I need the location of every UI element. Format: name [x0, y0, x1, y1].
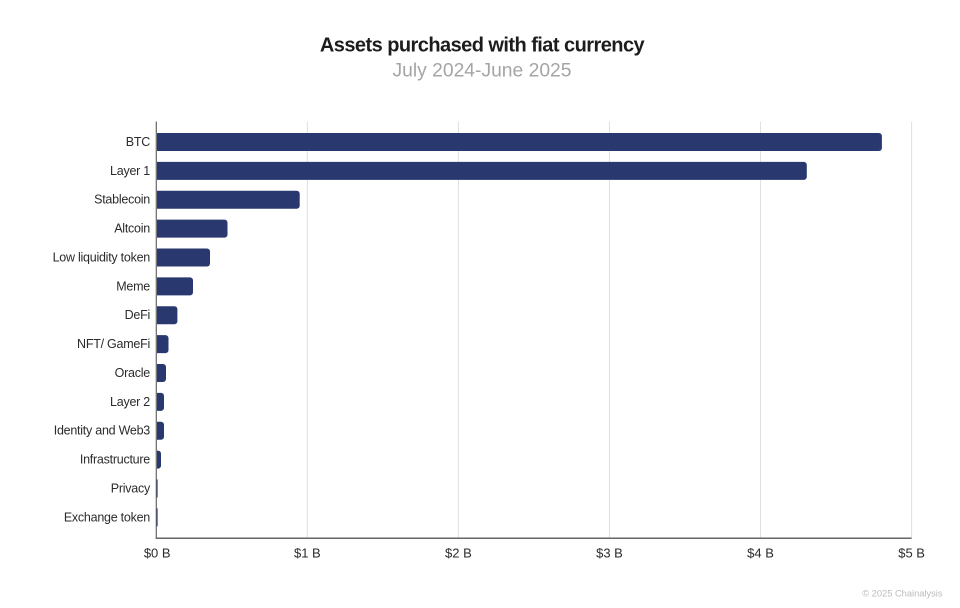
svg-text:$3 B: $3 B — [596, 546, 623, 561]
svg-text:Exchange token: Exchange token — [64, 510, 150, 524]
svg-text:$4 B: $4 B — [747, 546, 774, 561]
svg-text:July 2024-June 2025: July 2024-June 2025 — [392, 61, 571, 82]
svg-text:Altcoin: Altcoin — [114, 222, 150, 236]
svg-text:Infrastructure: Infrastructure — [80, 453, 150, 467]
svg-text:DeFi: DeFi — [125, 308, 150, 322]
svg-text:Identity and Web3: Identity and Web3 — [54, 424, 151, 438]
svg-text:Stablecoin: Stablecoin — [94, 193, 150, 207]
svg-text:Layer 2: Layer 2 — [110, 395, 150, 409]
svg-text:Privacy: Privacy — [111, 481, 151, 495]
svg-text:$1 B: $1 B — [294, 546, 321, 561]
svg-text:© 2025 Chainalysis: © 2025 Chainalysis — [862, 589, 943, 599]
svg-text:$2 B: $2 B — [445, 546, 472, 561]
svg-text:Assets purchased with fiat cur: Assets purchased with fiat currency — [320, 35, 646, 57]
svg-text:$0 B: $0 B — [144, 546, 171, 561]
svg-text:NFT/ GameFi: NFT/ GameFi — [77, 337, 150, 351]
svg-text:Oracle: Oracle — [115, 366, 151, 380]
svg-text:Meme: Meme — [116, 279, 150, 293]
svg-text:$5 B: $5 B — [898, 546, 925, 561]
svg-text:BTC: BTC — [126, 135, 150, 149]
svg-text:Layer 1: Layer 1 — [110, 164, 150, 178]
svg-text:Low liquidity token: Low liquidity token — [53, 250, 151, 264]
